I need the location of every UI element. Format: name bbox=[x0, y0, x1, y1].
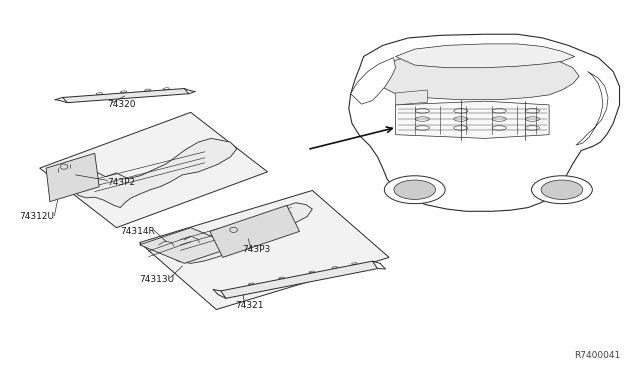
Polygon shape bbox=[349, 34, 620, 211]
Ellipse shape bbox=[394, 180, 436, 199]
Polygon shape bbox=[376, 50, 579, 100]
Polygon shape bbox=[351, 58, 396, 104]
Polygon shape bbox=[396, 44, 575, 68]
Text: 74314R: 74314R bbox=[120, 227, 155, 236]
Ellipse shape bbox=[531, 176, 593, 204]
Text: 74313U: 74313U bbox=[140, 275, 175, 284]
Polygon shape bbox=[40, 112, 268, 228]
Polygon shape bbox=[396, 101, 549, 138]
Text: 74312U: 74312U bbox=[19, 212, 54, 221]
Polygon shape bbox=[210, 205, 300, 257]
Polygon shape bbox=[140, 228, 236, 263]
Ellipse shape bbox=[385, 176, 445, 204]
Polygon shape bbox=[46, 153, 99, 202]
Text: R7400041: R7400041 bbox=[575, 351, 621, 360]
Polygon shape bbox=[74, 138, 237, 208]
Ellipse shape bbox=[541, 180, 582, 199]
Polygon shape bbox=[221, 261, 378, 298]
Polygon shape bbox=[63, 89, 189, 103]
Polygon shape bbox=[140, 190, 389, 310]
Polygon shape bbox=[576, 71, 608, 145]
Text: 743P3: 743P3 bbox=[242, 246, 270, 254]
Text: 743P2: 743P2 bbox=[108, 178, 136, 187]
Polygon shape bbox=[168, 203, 312, 263]
Polygon shape bbox=[396, 90, 428, 105]
Text: 74320: 74320 bbox=[108, 100, 136, 109]
Text: 74321: 74321 bbox=[236, 301, 264, 310]
